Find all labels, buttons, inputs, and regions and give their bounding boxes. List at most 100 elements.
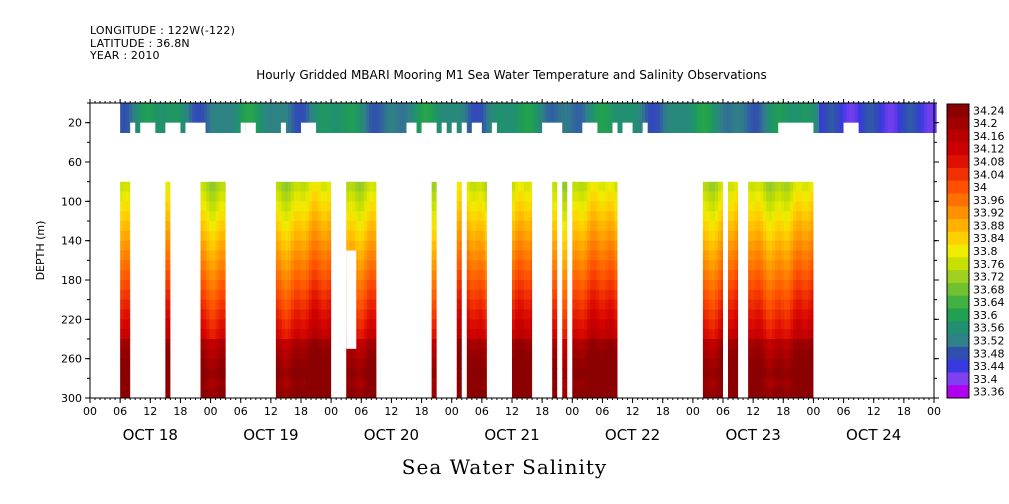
colorbar-frame xyxy=(946,103,970,399)
colorbar-label: 34.08 xyxy=(973,156,1005,169)
colorbar-swatch xyxy=(947,167,969,182)
x-day-label: OCT 21 xyxy=(484,426,539,444)
colorbar-swatch xyxy=(947,282,969,297)
variable-title: Sea Water Salinity xyxy=(401,455,608,479)
y-tick-label: 140 xyxy=(61,235,82,248)
x-tick-label: 00 xyxy=(806,405,820,418)
colorbar-label: 33.92 xyxy=(973,207,1005,220)
colorbar-swatch xyxy=(947,295,969,309)
colorbar-swatch xyxy=(947,244,969,258)
colorbar-swatch xyxy=(947,129,969,143)
colorbar-label: 34.2 xyxy=(973,117,998,130)
colorbar-label: 34.16 xyxy=(973,130,1005,143)
y-tick-label: 60 xyxy=(68,156,82,169)
colorbar-label: 34.12 xyxy=(973,143,1005,156)
colorbar-swatch xyxy=(947,193,969,207)
colorbar-swatch xyxy=(947,142,969,156)
x-tick-label: 06 xyxy=(113,405,127,418)
colorbar-label: 33.96 xyxy=(973,194,1005,207)
x-tick-label: 12 xyxy=(264,405,278,418)
x-tick-label: 12 xyxy=(867,405,881,418)
colorbar-swatch xyxy=(947,372,969,386)
y-tick-label: 260 xyxy=(61,353,82,366)
missing-depth-band xyxy=(90,142,934,182)
colorbar-label: 33.8 xyxy=(973,245,998,258)
x-tick-label: 06 xyxy=(475,405,489,418)
colorbar-label: 33.36 xyxy=(973,386,1005,399)
colorbar-swatch xyxy=(947,346,969,361)
colorbar-label: 34 xyxy=(973,181,987,194)
colorbar-swatch xyxy=(947,231,969,246)
y-axis-label: DEPTH (m) xyxy=(34,221,47,281)
colorbar-swatch xyxy=(947,270,969,284)
colorbar-swatch xyxy=(947,359,969,373)
x-tick-label: 12 xyxy=(143,405,157,418)
colorbar-label: 33.52 xyxy=(973,334,1005,347)
colorbar-label: 33.4 xyxy=(973,373,998,386)
colorbar: 34.2434.234.1634.1234.0834.043433.9633.9… xyxy=(946,103,1005,399)
x-tick-label: 12 xyxy=(505,405,519,418)
x-tick-label: 06 xyxy=(837,405,851,418)
x-tick-label: 06 xyxy=(716,405,730,418)
x-day-label: OCT 20 xyxy=(364,426,419,444)
x-tick-label: 00 xyxy=(445,405,459,418)
colorbar-swatch xyxy=(947,155,969,169)
year-label: YEAR : 2010 xyxy=(90,49,160,62)
latitude-label: LATITUDE : 36.8N xyxy=(90,37,190,50)
colorbar-swatch xyxy=(947,385,969,399)
colorbar-swatch xyxy=(947,116,969,130)
x-tick-label: 00 xyxy=(686,405,700,418)
x-tick-label: 06 xyxy=(595,405,609,418)
x-tick-label: 00 xyxy=(324,405,338,418)
x-tick-label: 18 xyxy=(776,405,790,418)
x-tick-label: 12 xyxy=(626,405,640,418)
x-tick-label: 18 xyxy=(173,405,187,418)
salinity-field xyxy=(90,103,937,399)
data-gap xyxy=(346,250,357,349)
colorbar-label: 34.24 xyxy=(973,104,1005,117)
x-tick-label: 06 xyxy=(234,405,248,418)
x-tick-label: 00 xyxy=(927,405,941,418)
x-tick-label: 00 xyxy=(83,405,97,418)
y-tick-label: 20 xyxy=(68,117,82,130)
colorbar-swatch xyxy=(947,334,969,348)
colorbar-label: 33.88 xyxy=(973,219,1005,232)
data-gap xyxy=(401,348,412,398)
x-day-label: OCT 22 xyxy=(605,426,660,444)
colorbar-swatch xyxy=(947,219,969,233)
x-tick-label: 18 xyxy=(294,405,308,418)
y-tick-label: 180 xyxy=(61,274,82,287)
colorbar-label: 33.64 xyxy=(973,296,1005,309)
colorbar-label: 33.56 xyxy=(973,322,1005,335)
colorbar-label: 33.48 xyxy=(973,347,1005,360)
x-tick-label: 12 xyxy=(384,405,398,418)
x-tick-label: 18 xyxy=(415,405,429,418)
x-day-label: OCT 24 xyxy=(846,426,901,444)
colorbar-label: 34.04 xyxy=(973,168,1005,181)
colorbar-swatch xyxy=(947,308,969,322)
colorbar-swatch xyxy=(947,104,969,118)
longitude-label: LONGITUDE : 122W(-122) xyxy=(90,24,236,37)
y-tick-label: 300 xyxy=(61,392,82,405)
colorbar-label: 33.6 xyxy=(973,309,998,322)
x-tick-label: 06 xyxy=(354,405,368,418)
x-day-label: OCT 19 xyxy=(243,426,298,444)
colorbar-swatch xyxy=(947,180,969,194)
x-tick-label: 00 xyxy=(204,405,218,418)
x-tick-label: 12 xyxy=(746,405,760,418)
x-tick-label: 00 xyxy=(565,405,579,418)
x-day-label: OCT 18 xyxy=(123,426,178,444)
colorbar-swatch xyxy=(947,321,969,335)
x-tick-label: 18 xyxy=(897,405,911,418)
y-tick-label: 220 xyxy=(61,313,82,326)
chart-title: Hourly Gridded MBARI Mooring M1 Sea Wate… xyxy=(256,68,767,82)
x-day-label: OCT 23 xyxy=(725,426,780,444)
x-tick-label: 18 xyxy=(656,405,670,418)
colorbar-label: 33.68 xyxy=(973,283,1005,296)
colorbar-label: 33.44 xyxy=(973,360,1005,373)
colorbar-swatch xyxy=(947,257,969,271)
colorbar-label: 33.76 xyxy=(973,258,1005,271)
x-tick-label: 18 xyxy=(535,405,549,418)
colorbar-swatch xyxy=(947,206,969,220)
